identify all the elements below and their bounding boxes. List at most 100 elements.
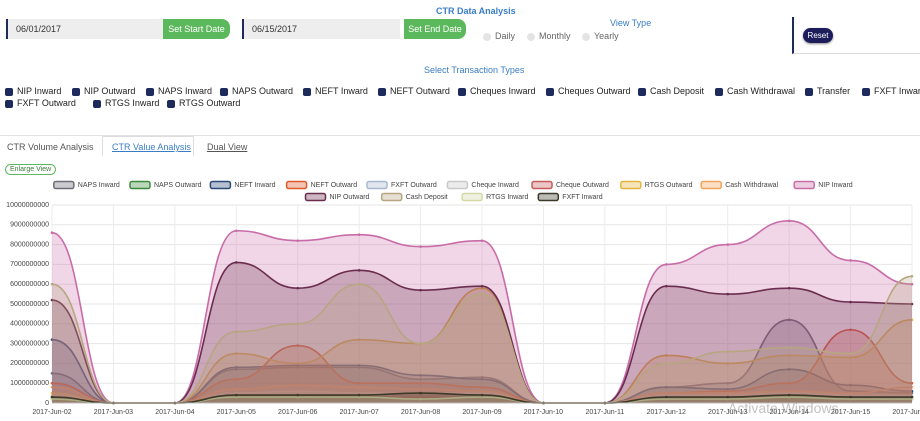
legend-label: NEFT Inward <box>234 182 275 189</box>
checkbox[interactable]: Cash Withdrawal <box>715 86 795 96</box>
point <box>234 387 238 391</box>
chart: NAPS Inward NAPS Outward NEFT Inward NEFT O… <box>6 180 920 416</box>
checkbox[interactable]: NEFT Inward <box>303 86 368 96</box>
point <box>787 389 791 393</box>
checkbox[interactable]: RTGS Outward <box>167 98 240 108</box>
point <box>296 393 300 397</box>
area <box>52 329 912 403</box>
checkbox-box[interactable] <box>862 87 870 96</box>
checkbox-box[interactable] <box>167 99 175 108</box>
start-date-input[interactable]: 06/01/2017 <box>6 19 164 39</box>
x-tick-label: 2017-Jun-08 <box>401 409 440 416</box>
x-tick-label: 2017-Jun-12 <box>647 409 686 416</box>
enlarge-button[interactable]: Enlarge View <box>5 164 57 175</box>
legend-item[interactable]: Cheque Outward <box>531 180 609 190</box>
checkbox[interactable]: NEFT Outward <box>378 86 450 96</box>
checkbox[interactable]: FXFT Outward <box>5 98 76 108</box>
checkbox-box[interactable] <box>220 87 228 96</box>
checkbox[interactable]: Cheques Inward <box>458 86 536 96</box>
legend-item[interactable]: NIP Inward <box>793 180 853 190</box>
checkbox[interactable]: NAPS Inward <box>146 86 212 96</box>
checkbox-box[interactable] <box>378 87 386 96</box>
legend-item[interactable]: Cheque Inward <box>446 180 519 190</box>
end-date-input[interactable]: 06/15/2017 <box>242 19 400 39</box>
checkbox[interactable]: Transfer <box>805 86 850 96</box>
point <box>910 318 914 322</box>
point <box>726 391 730 395</box>
legend-item[interactable]: NAPS Outward <box>129 180 202 190</box>
area <box>52 319 912 403</box>
legend-item[interactable]: FXFT Inward <box>537 192 603 202</box>
legend-item[interactable]: NEFT Outward <box>285 180 358 190</box>
checkbox[interactable]: NIP Outward <box>72 86 135 96</box>
point <box>357 397 361 401</box>
point <box>234 377 238 381</box>
checkbox-box[interactable] <box>146 87 154 96</box>
legend-item[interactable]: Cash Withdrawal <box>700 180 779 190</box>
point <box>849 328 852 332</box>
tab[interactable]: CTR Value Analysis <box>112 142 191 152</box>
point <box>664 362 668 365</box>
checkbox-label: NIP Outward <box>84 86 136 96</box>
y-tick-label: 5000000000 <box>10 301 49 308</box>
set-end-button[interactable]: Set End Date <box>404 19 466 39</box>
checkbox-box[interactable] <box>5 87 13 96</box>
reset-button[interactable]: Reset <box>803 28 833 43</box>
point <box>849 259 852 262</box>
tab[interactable]: Dual View <box>207 142 248 152</box>
x-tick-label: 2017-Jun-03 <box>94 409 133 416</box>
point <box>296 364 300 367</box>
point <box>849 397 852 401</box>
checkbox-label: NIP Inward <box>17 86 62 96</box>
legend-item[interactable]: RTGS Outward <box>620 180 693 190</box>
point <box>726 387 730 391</box>
point <box>234 261 238 264</box>
checkbox-label: Cheques Outward <box>558 86 631 96</box>
point <box>296 286 300 290</box>
checkbox[interactable]: FXFT Inward <box>862 86 920 96</box>
legend-item[interactable]: RTGS Inward <box>461 192 528 202</box>
legend-item[interactable]: NAPS Inward <box>53 180 120 190</box>
set-start-button[interactable]: Set Start Date <box>163 19 230 39</box>
checkbox-box[interactable] <box>638 87 646 96</box>
radio-yearly[interactable]: Yearly <box>582 31 619 41</box>
point <box>480 385 484 389</box>
checkbox[interactable]: RTGS Inward <box>93 98 159 108</box>
tab[interactable]: CTR Volume Analysis <box>7 142 94 152</box>
point <box>480 284 484 288</box>
checkbox-box[interactable] <box>303 87 311 96</box>
radio-label: Monthly <box>539 31 571 41</box>
legend-item[interactable]: NEFT Inward <box>209 180 276 190</box>
point <box>234 366 238 369</box>
checkbox-box[interactable] <box>5 99 13 108</box>
point <box>664 391 668 395</box>
checkbox-box[interactable] <box>715 87 723 96</box>
checkbox[interactable]: Cheques Outward <box>546 86 631 96</box>
point <box>357 393 361 397</box>
checkbox[interactable]: Cash Deposit <box>638 86 704 96</box>
checkbox-box[interactable] <box>458 87 466 96</box>
line <box>51 275 913 404</box>
checkbox-box[interactable] <box>546 87 554 96</box>
checkbox[interactable]: NIP Inward <box>5 86 61 96</box>
x-tick-label: 2017-Jun-14 <box>769 409 808 416</box>
point <box>296 395 300 399</box>
point <box>419 395 422 399</box>
checkbox[interactable]: NAPS Outward <box>220 86 293 96</box>
y-tick-label: 0 <box>45 400 49 407</box>
legend-item[interactable]: Cash Deposit <box>380 192 448 202</box>
legend-item[interactable]: FXFT Outward <box>366 180 437 190</box>
radio-monthly[interactable]: Monthly <box>527 31 571 41</box>
point <box>664 395 668 399</box>
checkbox-box[interactable] <box>805 87 813 96</box>
checkbox-box[interactable] <box>93 99 101 108</box>
radio-daily[interactable]: Daily <box>483 31 515 41</box>
point <box>910 395 914 399</box>
watermark: Activate Windows <box>728 400 839 416</box>
point <box>664 399 668 403</box>
checkbox-label: NAPS Outward <box>232 86 294 96</box>
legend-item[interactable]: NIP Outward <box>304 192 370 202</box>
point <box>726 350 730 353</box>
point <box>480 377 484 381</box>
checkbox-box[interactable] <box>72 87 80 96</box>
